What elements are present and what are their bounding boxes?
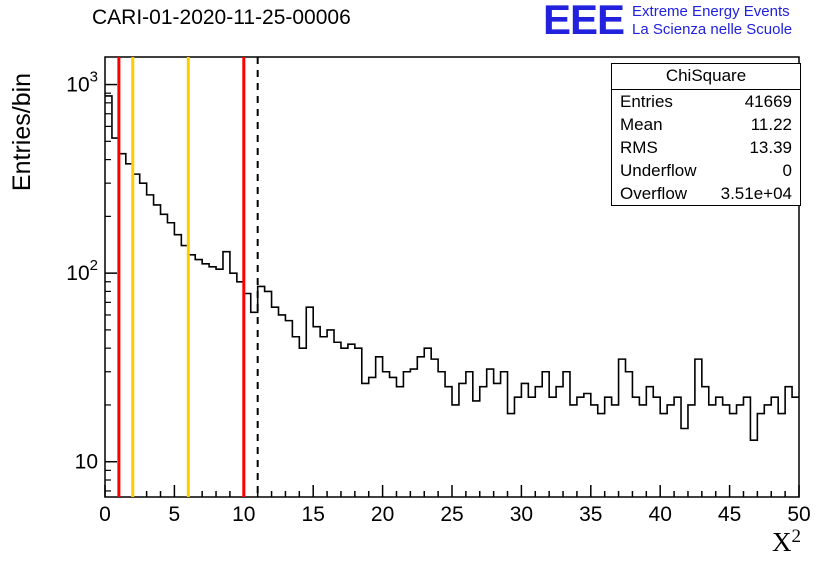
stats-box: ChiSquare Entries 41669 Mean 11.22 RMS 1… <box>611 63 801 206</box>
stats-label: Mean <box>620 115 663 134</box>
eee-logo-line1: Extreme Energy Events <box>632 3 790 20</box>
stats-row-entries: Entries 41669 <box>612 90 800 113</box>
stats-value: 3.51e+04 <box>720 184 792 203</box>
y-tick-label: 103 <box>66 69 98 97</box>
eee-logo-letters: EEE <box>543 0 625 43</box>
stats-label: Underflow <box>620 161 697 180</box>
y-tick-label: 10 <box>75 451 98 474</box>
y-axis-title: Entries/bin <box>8 73 36 191</box>
x-tick-label: 25 <box>440 503 463 526</box>
x-axis-title-exponent: 2 <box>792 526 802 547</box>
eee-logo-text: Extreme Energy Events La Scienza nelle S… <box>632 3 792 39</box>
y-axis-ticks: 10 102 103 <box>66 69 117 492</box>
histogram-line <box>105 95 799 442</box>
x-tick-label: 50 <box>787 503 810 526</box>
eee-logo-line2: La Scienza nelle Scuole <box>632 21 793 38</box>
stats-label: Overflow <box>620 184 688 203</box>
stats-value: 11.22 <box>750 115 792 134</box>
stats-value: 0 <box>782 161 792 180</box>
stats-label: RMS <box>620 138 658 157</box>
x-tick-label: 45 <box>718 503 741 526</box>
stats-header: ChiSquare <box>612 64 800 90</box>
eee-logo: EEE Extreme Energy Events La Scienza nel… <box>543 0 792 43</box>
x-tick-label: 0 <box>99 503 111 526</box>
x-axis-title: X2 <box>772 526 801 557</box>
x-tick-label: 15 <box>302 503 325 526</box>
stats-label: Entries <box>620 92 673 111</box>
x-tick-label: 35 <box>579 503 602 526</box>
stats-row-rms: RMS 13.39 <box>612 136 800 159</box>
stats-row-underflow: Underflow 0 <box>612 159 800 182</box>
stats-value: 13.39 <box>749 138 792 157</box>
x-tick-label: 10 <box>232 503 255 526</box>
x-axis-title-base: X <box>772 527 792 557</box>
x-tick-label: 40 <box>649 503 672 526</box>
stats-value: 41669 <box>744 92 792 111</box>
y-tick-label: 102 <box>66 257 98 285</box>
x-tick-label: 30 <box>510 503 533 526</box>
stats-row-mean: Mean 11.22 <box>612 113 800 136</box>
plot-title: CARI-01-2020-11-25-00006 <box>92 6 351 29</box>
x-axis-ticks: 0 5 10 15 20 25 30 35 40 45 50 <box>99 485 811 526</box>
x-tick-label: 20 <box>371 503 394 526</box>
stats-row-overflow: Overflow 3.51e+04 <box>612 182 800 205</box>
x-tick-label: 5 <box>169 503 181 526</box>
